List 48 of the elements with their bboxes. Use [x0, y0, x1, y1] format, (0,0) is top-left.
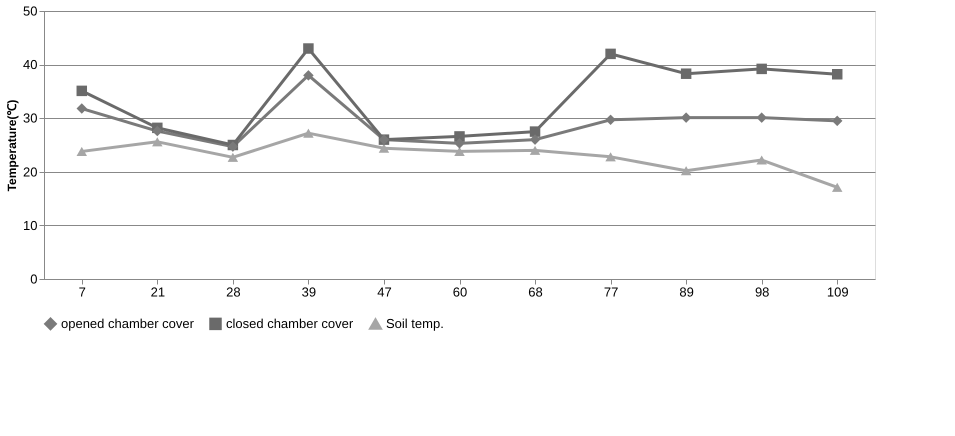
y-tick-label: 0 — [30, 272, 38, 286]
point — [680, 112, 692, 123]
legend-label: closed chamber cover — [226, 316, 354, 331]
point — [76, 146, 88, 156]
point — [530, 146, 540, 155]
point — [605, 114, 616, 126]
y-tick-label: 20 — [23, 164, 38, 180]
point — [605, 48, 616, 60]
point — [303, 128, 314, 138]
point — [303, 70, 314, 81]
point — [530, 126, 540, 137]
point — [454, 138, 465, 149]
x-tick-label: 39 — [302, 284, 316, 300]
point — [378, 144, 390, 153]
x-tick-label: 89 — [679, 284, 694, 300]
x-tick-label: 60 — [452, 284, 468, 300]
point — [605, 152, 616, 162]
y-tick-label: 10 — [23, 218, 38, 233]
point — [76, 86, 88, 96]
point — [756, 64, 767, 74]
y-tick-label: 40 — [23, 57, 38, 72]
point — [454, 146, 465, 156]
point — [228, 152, 238, 162]
point — [152, 126, 163, 136]
x-tick-label: 21 — [150, 284, 166, 300]
x-tick-label: 77 — [604, 284, 618, 300]
point — [530, 134, 540, 145]
point — [832, 116, 842, 126]
point — [76, 103, 88, 114]
x-tick-label: 98 — [754, 284, 770, 300]
y-tick-label: 30 — [23, 110, 38, 126]
point — [152, 137, 163, 146]
point — [832, 69, 842, 80]
point — [680, 68, 692, 79]
x-tick-label: 47 — [377, 284, 392, 300]
point — [756, 112, 767, 123]
legend-label: opened chamber cover — [61, 316, 195, 331]
x-tick-label: 7 — [78, 284, 86, 300]
point — [303, 43, 314, 54]
y-axis-title: Temperature(℃) — [5, 100, 20, 192]
legend-label: Soil temp. — [386, 316, 444, 332]
point — [756, 155, 767, 165]
y-tick-label: 50 — [23, 4, 38, 18]
x-tick-label: 28 — [226, 284, 241, 300]
x-tick-label: 109 — [826, 284, 849, 300]
point — [832, 182, 842, 192]
point — [680, 166, 692, 176]
x-tick-label: 68 — [528, 284, 543, 300]
